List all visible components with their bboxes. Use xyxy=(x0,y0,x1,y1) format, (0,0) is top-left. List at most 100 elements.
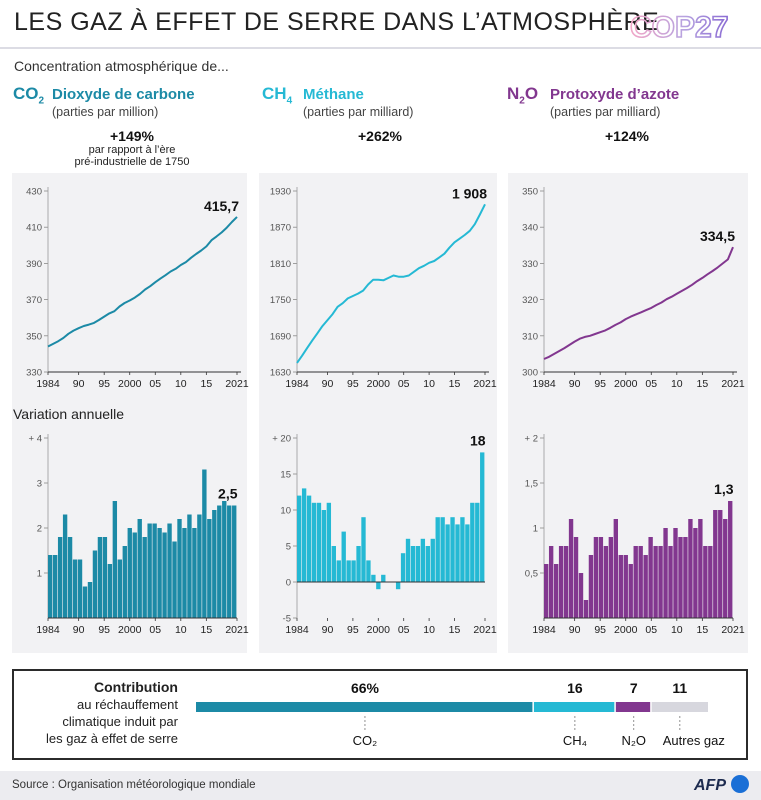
bar-ch4 xyxy=(430,538,435,582)
bar-co2 xyxy=(212,510,217,618)
line-xtick-label-ch4: 10 xyxy=(423,378,435,390)
bar-ytick-label-ch4: -5 xyxy=(283,614,291,625)
bar-ch4 xyxy=(361,517,366,582)
bar-ch4 xyxy=(455,524,460,582)
bar-ch4 xyxy=(410,546,416,582)
line-ytick-label-n2o: 350 xyxy=(522,187,538,198)
bar-ytick-label-ch4: 10 xyxy=(280,506,291,517)
contribution-box xyxy=(12,669,748,760)
bar-co2 xyxy=(217,505,222,618)
bar-ytick-label-ch4: + 20 xyxy=(272,434,291,445)
bar-n2o xyxy=(673,528,678,618)
bar-co2 xyxy=(87,582,93,618)
bar-ch4 xyxy=(301,488,307,582)
line-xtick-label-n2o: 90 xyxy=(569,378,581,390)
bar-co2 xyxy=(117,559,122,618)
bar-n2o xyxy=(563,546,569,618)
bar-co2 xyxy=(222,501,227,618)
bar-xtick-label-ch4: 2021 xyxy=(473,624,497,636)
bar-xtick-label-co2: 10 xyxy=(175,624,187,636)
gas-name-n2o: Protoxyde d’azote xyxy=(550,86,680,103)
contribution-name-ch4: CH₄ xyxy=(563,733,587,748)
bar-co2 xyxy=(52,555,58,618)
contribution-line3: les gaz à effet de serre xyxy=(45,731,178,746)
bar-n2o xyxy=(663,528,668,618)
line-ytick-label-co2: 390 xyxy=(26,259,42,270)
line-last-label-n2o: 334,5 xyxy=(700,228,735,244)
gas-unit-n2o: (parties par milliard) xyxy=(550,105,661,119)
contribution-segment-ch4 xyxy=(533,702,615,712)
bar-ch4 xyxy=(297,495,302,582)
gas-symbol: N2O xyxy=(507,84,539,107)
bar-ch4 xyxy=(346,560,351,582)
line-xtick-label-co2: 90 xyxy=(73,378,85,390)
bar-ch4 xyxy=(351,560,356,582)
bar-n2o xyxy=(678,537,683,618)
bar-ch4 xyxy=(465,524,470,582)
bar-n2o xyxy=(548,546,554,618)
bar-ch4 xyxy=(445,524,450,582)
bar-co2 xyxy=(112,501,118,618)
bar-ytick-label-co2: 2 xyxy=(37,524,42,535)
line-xtick-label-n2o: 10 xyxy=(671,378,683,390)
bar-xtick-label-co2: 2021 xyxy=(225,624,249,636)
bar-xtick-label-co2: 90 xyxy=(73,624,85,636)
bar-ch4 xyxy=(460,517,465,582)
bar-xtick-label-ch4: 95 xyxy=(347,624,359,636)
contribution-value-co2: 66% xyxy=(351,680,380,696)
bar-co2 xyxy=(62,514,68,618)
line-xtick-label-co2: 2021 xyxy=(225,378,249,390)
bar-co2 xyxy=(232,505,237,618)
gas-symbol: CH4 xyxy=(262,84,293,107)
line-xtick-label-ch4: 2000 xyxy=(367,378,391,390)
line-last-label-co2: 415,7 xyxy=(204,198,239,214)
line-ytick-label-ch4: 1870 xyxy=(270,223,291,234)
line-xtick-label-co2: 2000 xyxy=(118,378,142,390)
footer xyxy=(0,771,761,800)
bar-ytick-label-ch4: 0 xyxy=(286,578,291,589)
cop27-logo: COP27 xyxy=(629,6,748,46)
contribution-title: Contribution xyxy=(94,679,178,695)
bar-xtick-label-n2o: 1984 xyxy=(532,624,556,636)
bar-last-label-n2o: 1,3 xyxy=(714,481,734,497)
line-ytick-label-ch4: 1690 xyxy=(270,331,291,342)
afp-logo-text: AFP xyxy=(694,777,726,794)
bar-n2o xyxy=(608,537,614,618)
bar-co2 xyxy=(142,537,147,618)
bar-n2o xyxy=(693,528,698,618)
bar-ch4 xyxy=(356,546,361,582)
line-xtick-label-ch4: 95 xyxy=(347,378,359,390)
line-ytick-label-co2: 410 xyxy=(26,223,42,234)
bar-co2 xyxy=(167,523,172,618)
bar-n2o xyxy=(688,519,693,618)
bar-n2o xyxy=(633,546,638,618)
bar-ch4 xyxy=(341,531,346,582)
bar-n2o xyxy=(558,546,564,618)
bar-xtick-label-co2: 95 xyxy=(98,624,110,636)
contribution-chart: 66% CO₂ 16 CH₄ 7 N₂O 11 Autres gaz xyxy=(196,680,725,748)
bar-co2 xyxy=(48,555,53,618)
gas-pct-n2o: +124% xyxy=(605,128,649,144)
bar-ch4 xyxy=(405,538,411,582)
line-ytick-label-n2o: 300 xyxy=(522,368,538,379)
bar-xtick-label-ch4: 2000 xyxy=(367,624,391,636)
bar-xtick-label-n2o: 2000 xyxy=(614,624,638,636)
bar-co2 xyxy=(207,519,212,618)
contribution-segment-autres xyxy=(651,702,708,712)
contribution-line2: climatique induit par xyxy=(62,714,178,729)
source-text: Source : Organisation météorologique mon… xyxy=(12,779,256,791)
bar-co2 xyxy=(72,559,78,618)
bar-n2o xyxy=(623,555,628,618)
line-xtick-label-co2: 1984 xyxy=(36,378,60,390)
bar-n2o xyxy=(708,546,713,618)
contribution-name-autres: Autres gaz xyxy=(663,733,725,748)
line-xtick-label-ch4: 2021 xyxy=(473,378,497,390)
variation-label: Variation annuelle xyxy=(13,406,125,422)
bar-xtick-label-n2o: 2021 xyxy=(721,624,745,636)
bar-co2 xyxy=(132,532,137,618)
bar-ch4 xyxy=(470,502,475,582)
contribution-value-autres: 11 xyxy=(672,680,687,696)
bar-n2o xyxy=(723,519,728,618)
afp-logo: AFP xyxy=(694,775,750,795)
